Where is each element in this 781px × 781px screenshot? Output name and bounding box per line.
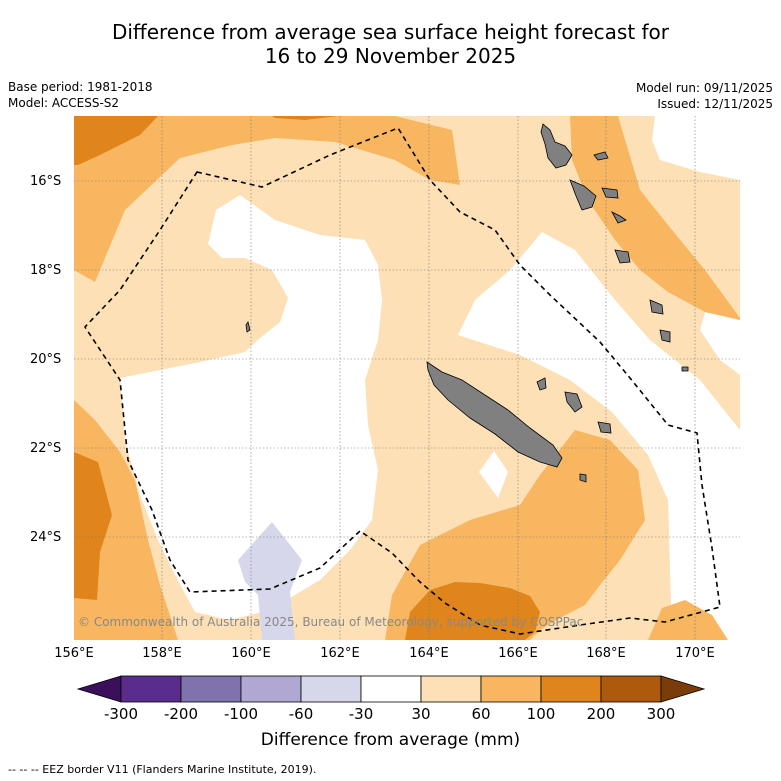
- latitude-label: 24°S: [30, 530, 62, 545]
- maewo-island: [593, 151, 609, 161]
- colorbar-swatch: [480, 675, 542, 703]
- colorbar-swatch: [300, 675, 362, 703]
- longitude-label: 170°E: [675, 646, 715, 661]
- colorbar-swatch: [120, 675, 182, 703]
- colorbar-tick-label: 60: [471, 705, 491, 723]
- hunter-island: [681, 366, 689, 372]
- dark-orange-region-nw: [74, 116, 158, 165]
- colorbar-tick-label: -200: [163, 705, 199, 723]
- chesterfield-islet: [245, 321, 251, 333]
- colorbar-tick-label: 300: [646, 705, 676, 723]
- efate-island: [611, 211, 627, 224]
- colorbar-swatch: [540, 675, 602, 703]
- tanna-island: [649, 299, 664, 315]
- title-line-1: Difference from average sea surface heig…: [111, 20, 670, 44]
- orange-region-southwest: [74, 400, 178, 640]
- longitude-label: 164°E: [409, 646, 449, 661]
- malekula-island: [569, 179, 597, 211]
- longitude-label: 156°E: [54, 646, 94, 661]
- latitude-label: 16°S: [30, 174, 62, 189]
- colorbar: [76, 675, 706, 703]
- orange-region-ne: [570, 116, 740, 320]
- longitude-label: 158°E: [142, 646, 182, 661]
- eez-border: [83, 127, 721, 635]
- espiritu-santo-island: [540, 123, 573, 169]
- colorbar-swatch: [180, 675, 242, 703]
- colorbar-tick-label: -300: [103, 705, 139, 723]
- eez-legend: -- -- -- EEZ border V11 (Flanders Marine…: [8, 763, 317, 776]
- colorbar-tick-label: -60: [288, 705, 314, 723]
- new-caledonia-island: [426, 361, 563, 468]
- colorbar-tick-label: -30: [348, 705, 374, 723]
- dark-orange-region-n: [272, 116, 338, 120]
- model-run: Model run: 09/11/2025: [635, 81, 773, 95]
- mare-island: [597, 421, 612, 434]
- white-region-ne: [458, 232, 740, 640]
- orange-region-north: [74, 116, 460, 282]
- land: [245, 123, 689, 483]
- dark-orange-region-south: [405, 582, 540, 640]
- orange-region-se: [648, 600, 728, 640]
- white-region-ne-corner: [652, 116, 740, 180]
- longitude-label: 166°E: [498, 646, 538, 661]
- longitude-label: 160°E: [231, 646, 271, 661]
- negative-anomaly: [238, 522, 302, 640]
- title-line-2: 16 to 29 November 2025: [264, 44, 517, 68]
- ouvea-island: [536, 377, 547, 391]
- white-region-small: [479, 451, 508, 498]
- latitude-label: 20°S: [30, 352, 62, 367]
- longitude-label: 168°E: [586, 646, 626, 661]
- aneityum-island: [659, 329, 671, 343]
- colorbar-extend-min: [76, 675, 122, 703]
- issued-date: Issued: 12/11/2025: [657, 97, 773, 111]
- dark-orange-region-west: [74, 452, 112, 600]
- isle-of-pines: [579, 473, 587, 483]
- model-name: Model: ACCESS-S2: [8, 96, 120, 110]
- colorbar-tick-label: -100: [223, 705, 259, 723]
- latitude-label: 22°S: [30, 441, 62, 456]
- colorbar-tick-label: 30: [411, 705, 431, 723]
- colorbar-swatch: [360, 675, 422, 703]
- colorbar-swatch: [600, 675, 662, 703]
- colorbar-swatch: [240, 675, 302, 703]
- colorbar-tick-label: 100: [526, 705, 556, 723]
- colorbar-swatch: [420, 675, 482, 703]
- map-credit: © Commonwealth of Australia 2025, Bureau…: [78, 615, 583, 629]
- colorbar-tick-label: 200: [586, 705, 616, 723]
- lifou-island: [564, 391, 583, 413]
- colorbar-title: Difference from average (mm): [260, 730, 521, 750]
- graticule: [74, 116, 740, 640]
- colorbar-extend-max: [660, 675, 706, 703]
- latitude-label: 18°S: [30, 263, 62, 278]
- erromango-island: [614, 249, 631, 264]
- ambrym-island: [601, 187, 619, 199]
- longitude-label: 162°E: [320, 646, 360, 661]
- base-period: Base period: 1981-2018: [8, 80, 153, 94]
